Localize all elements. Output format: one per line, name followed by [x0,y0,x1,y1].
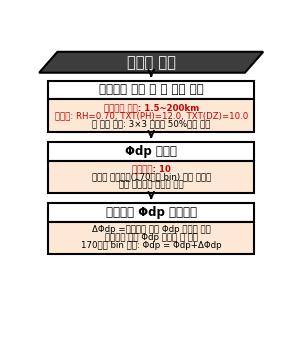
Polygon shape [39,52,263,73]
Text: 점 에코 제거: 3×3 영역내 50%이상 차지: 점 에코 제거: 3×3 영역내 50%이상 차지 [92,119,210,128]
Text: 레이더 자료: 레이더 자료 [127,55,176,70]
Text: ΔΦdp =경계지역 이전 Φdp 최우측 값과: ΔΦdp =경계지역 이전 Φdp 최우측 값과 [92,225,211,234]
Bar [48,142,254,160]
Text: 필터링된 Φdp 평행이동: 필터링된 Φdp 평행이동 [106,206,197,219]
Text: Φdp 필터링: Φdp 필터링 [125,144,177,157]
Bar [48,80,254,100]
Text: 강우영역 선택 및 점 에코 제거: 강우영역 선택 및 점 에코 제거 [99,84,204,97]
Text: 경계지역 이후 Φdp 최좌측 값 차이: 경계지역 이후 Φdp 최좌측 값 차이 [105,233,198,242]
Text: 임계치: RH=0.70, TXT(PH)=12.0, TXT(DZ)=10.0: 임계치: RH=0.70, TXT(PH)=12.0, TXT(DZ)=10.0 [55,111,248,120]
Text: 불연속 경계지역(170번째 bin) 이전 영역과: 불연속 경계지역(170번째 bin) 이전 영역과 [91,172,211,181]
Bar [48,160,254,193]
Text: 강우영역 선택: 1.5~200km: 강우영역 선택: 1.5~200km [104,103,199,112]
Text: 반복횟수: 10: 반복횟수: 10 [132,164,171,173]
Text: 170번째 bin 이후: Φdp = Φdp+ΔΦdp: 170번째 bin 이후: Φdp = Φdp+ΔΦdp [81,241,222,250]
Bar [48,203,254,222]
Text: 이후 영역으로 나누어 수행: 이후 영역으로 나누어 수행 [119,180,183,189]
Bar [48,222,254,254]
Bar [48,100,254,131]
